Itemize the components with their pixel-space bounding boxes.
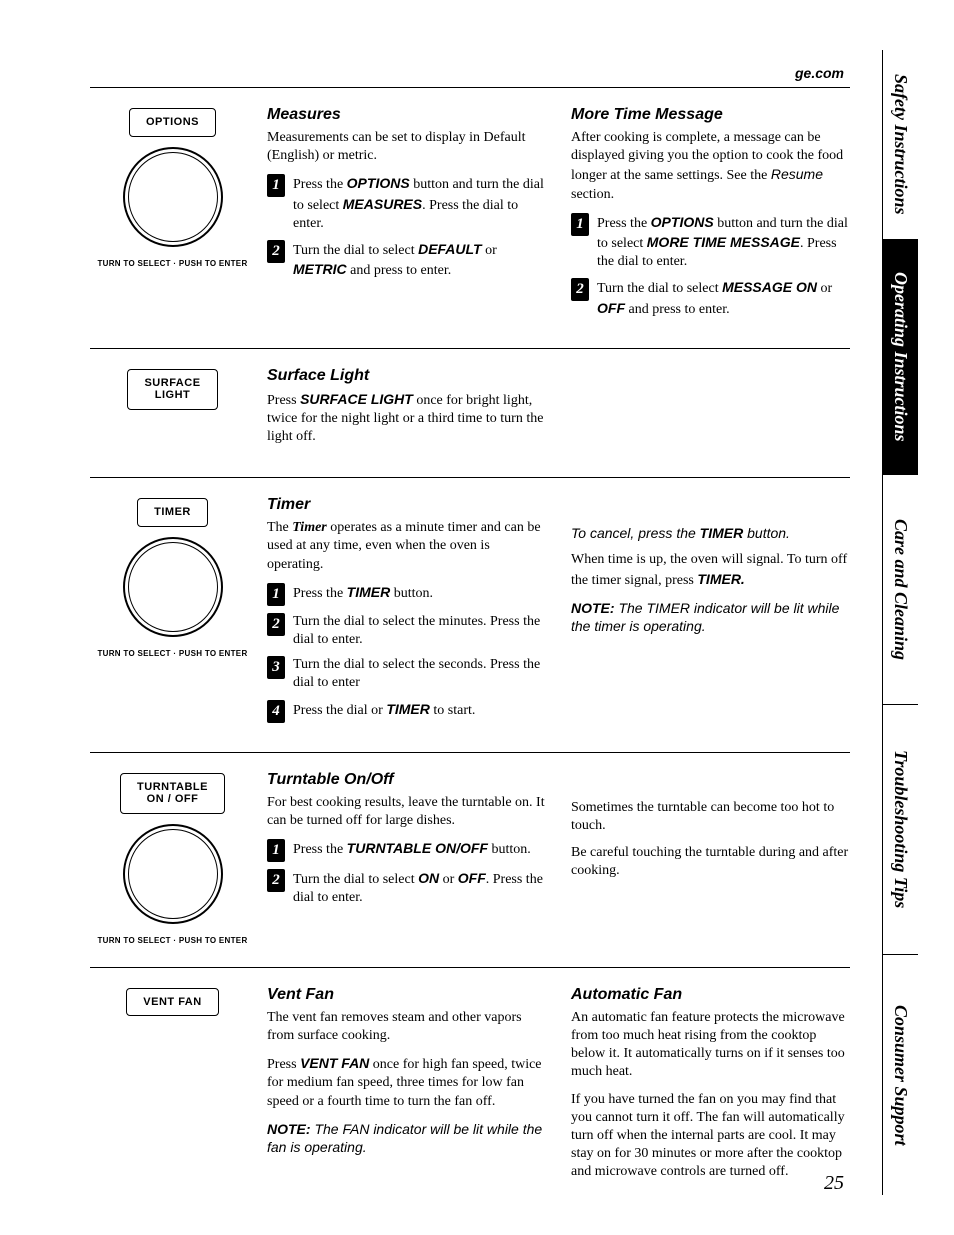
section-measures: OPTIONS TURN TO SELECT · PUSH TO ENTER M… bbox=[90, 88, 850, 349]
step-number: 3 bbox=[267, 656, 285, 679]
timer-left-column: Timer The Timer operates as a minute tim… bbox=[267, 496, 546, 729]
measures-column: Measures Measurements can be set to disp… bbox=[267, 106, 546, 326]
turntable-button-label: TURNTABLE ON / OFF bbox=[120, 773, 225, 814]
page-number: 25 bbox=[824, 1172, 844, 1195]
dial-caption: TURN TO SELECT · PUSH TO ENTER bbox=[97, 649, 247, 658]
tab-safety[interactable]: Safety Instructions bbox=[883, 50, 918, 240]
more-time-step-1: 1 Press the OPTIONS button and turn the … bbox=[571, 213, 850, 272]
surface-light-column: Surface Light Press SURFACE LIGHT once f… bbox=[267, 367, 546, 456]
tab-care[interactable]: Care and Cleaning bbox=[883, 475, 918, 705]
website-link: ge.com bbox=[795, 65, 844, 81]
illustration-turntable: TURNTABLE ON / OFF TURN TO SELECT · PUSH… bbox=[90, 771, 255, 945]
measures-step-2: 2 Turn the dial to select DEFAULT or MET… bbox=[267, 240, 546, 280]
surface-light-button-label: SURFACE LIGHT bbox=[127, 369, 217, 410]
illustration-options: OPTIONS TURN TO SELECT · PUSH TO ENTER bbox=[90, 106, 255, 326]
measures-title: Measures bbox=[267, 106, 546, 124]
timer-step-3: 3 Turn the dial to select the seconds. P… bbox=[267, 656, 546, 692]
turntable-step-2: 2 Turn the dial to select ON or OFF. Pre… bbox=[267, 869, 546, 907]
options-button-label: OPTIONS bbox=[129, 108, 216, 137]
dial-icon bbox=[123, 147, 223, 247]
vent-fan-button-label: VENT FAN bbox=[126, 988, 218, 1017]
surface-light-title: Surface Light bbox=[267, 367, 546, 385]
step-number: 1 bbox=[571, 213, 589, 236]
measures-intro: Measurements can be set to display in De… bbox=[267, 129, 546, 165]
turntable-step-1: 1 Press the TURNTABLE ON/OFF button. bbox=[267, 839, 546, 862]
step-number: 2 bbox=[267, 240, 285, 263]
vent-fan-column: Vent Fan The vent fan removes steam and … bbox=[267, 986, 546, 1191]
timer-step-2: 2 Turn the dial to select the minutes. P… bbox=[267, 613, 546, 649]
step-number: 2 bbox=[571, 278, 589, 301]
tab-troubleshooting[interactable]: Troubleshooting Tips bbox=[883, 705, 918, 955]
more-time-title: More Time Message bbox=[571, 106, 850, 124]
automatic-fan-column: Automatic Fan An automatic fan feature p… bbox=[571, 986, 850, 1191]
tab-operating[interactable]: Operating Instructions bbox=[883, 240, 918, 475]
turntable-left-column: Turntable On/Off For best cooking result… bbox=[267, 771, 546, 945]
dial-icon bbox=[123, 824, 223, 924]
section-timer: TIMER TURN TO SELECT · PUSH TO ENTER Tim… bbox=[90, 478, 850, 752]
step-number: 1 bbox=[267, 839, 285, 862]
step-number: 2 bbox=[267, 613, 285, 636]
dial-caption: TURN TO SELECT · PUSH TO ENTER bbox=[97, 936, 247, 945]
step-number: 1 bbox=[267, 583, 285, 606]
section-turntable: TURNTABLE ON / OFF TURN TO SELECT · PUSH… bbox=[90, 753, 850, 968]
step-number: 1 bbox=[267, 174, 285, 197]
dial-caption: TURN TO SELECT · PUSH TO ENTER bbox=[97, 259, 247, 268]
automatic-fan-title: Automatic Fan bbox=[571, 986, 850, 1004]
page-content: OPTIONS TURN TO SELECT · PUSH TO ENTER M… bbox=[90, 87, 850, 1213]
side-tabs: Safety Instructions Operating Instructio… bbox=[882, 50, 918, 1195]
measures-step-1: 1 Press the OPTIONS button and turn the … bbox=[267, 174, 546, 233]
timer-step-1: 1 Press the TIMER button. bbox=[267, 583, 546, 606]
timer-button-label: TIMER bbox=[137, 498, 208, 527]
more-time-column: More Time Message After cooking is compl… bbox=[571, 106, 850, 326]
timer-step-4: 4 Press the dial or TIMER to start. bbox=[267, 700, 546, 723]
dial-icon bbox=[123, 537, 223, 637]
turntable-right-column: Sometimes the turntable can become too h… bbox=[571, 771, 850, 945]
step-number: 4 bbox=[267, 700, 285, 723]
illustration-surface-light: SURFACE LIGHT bbox=[90, 367, 255, 456]
more-time-step-2: 2 Turn the dial to select MESSAGE ON or … bbox=[571, 278, 850, 318]
vent-fan-title: Vent Fan bbox=[267, 986, 546, 1004]
tab-consumer[interactable]: Consumer Support bbox=[883, 955, 918, 1195]
timer-title: Timer bbox=[267, 496, 546, 514]
turntable-title: Turntable On/Off bbox=[267, 771, 546, 789]
more-time-intro: After cooking is complete, a message can… bbox=[571, 129, 850, 204]
section-vent-fan: VENT FAN Vent Fan The vent fan removes s… bbox=[90, 968, 850, 1213]
section-surface-light: SURFACE LIGHT Surface Light Press SURFAC… bbox=[90, 349, 850, 479]
illustration-timer: TIMER TURN TO SELECT · PUSH TO ENTER bbox=[90, 496, 255, 729]
step-number: 2 bbox=[267, 869, 285, 892]
timer-right-column: To cancel, press the TIMER button. When … bbox=[571, 496, 850, 729]
illustration-vent-fan: VENT FAN bbox=[90, 986, 255, 1191]
